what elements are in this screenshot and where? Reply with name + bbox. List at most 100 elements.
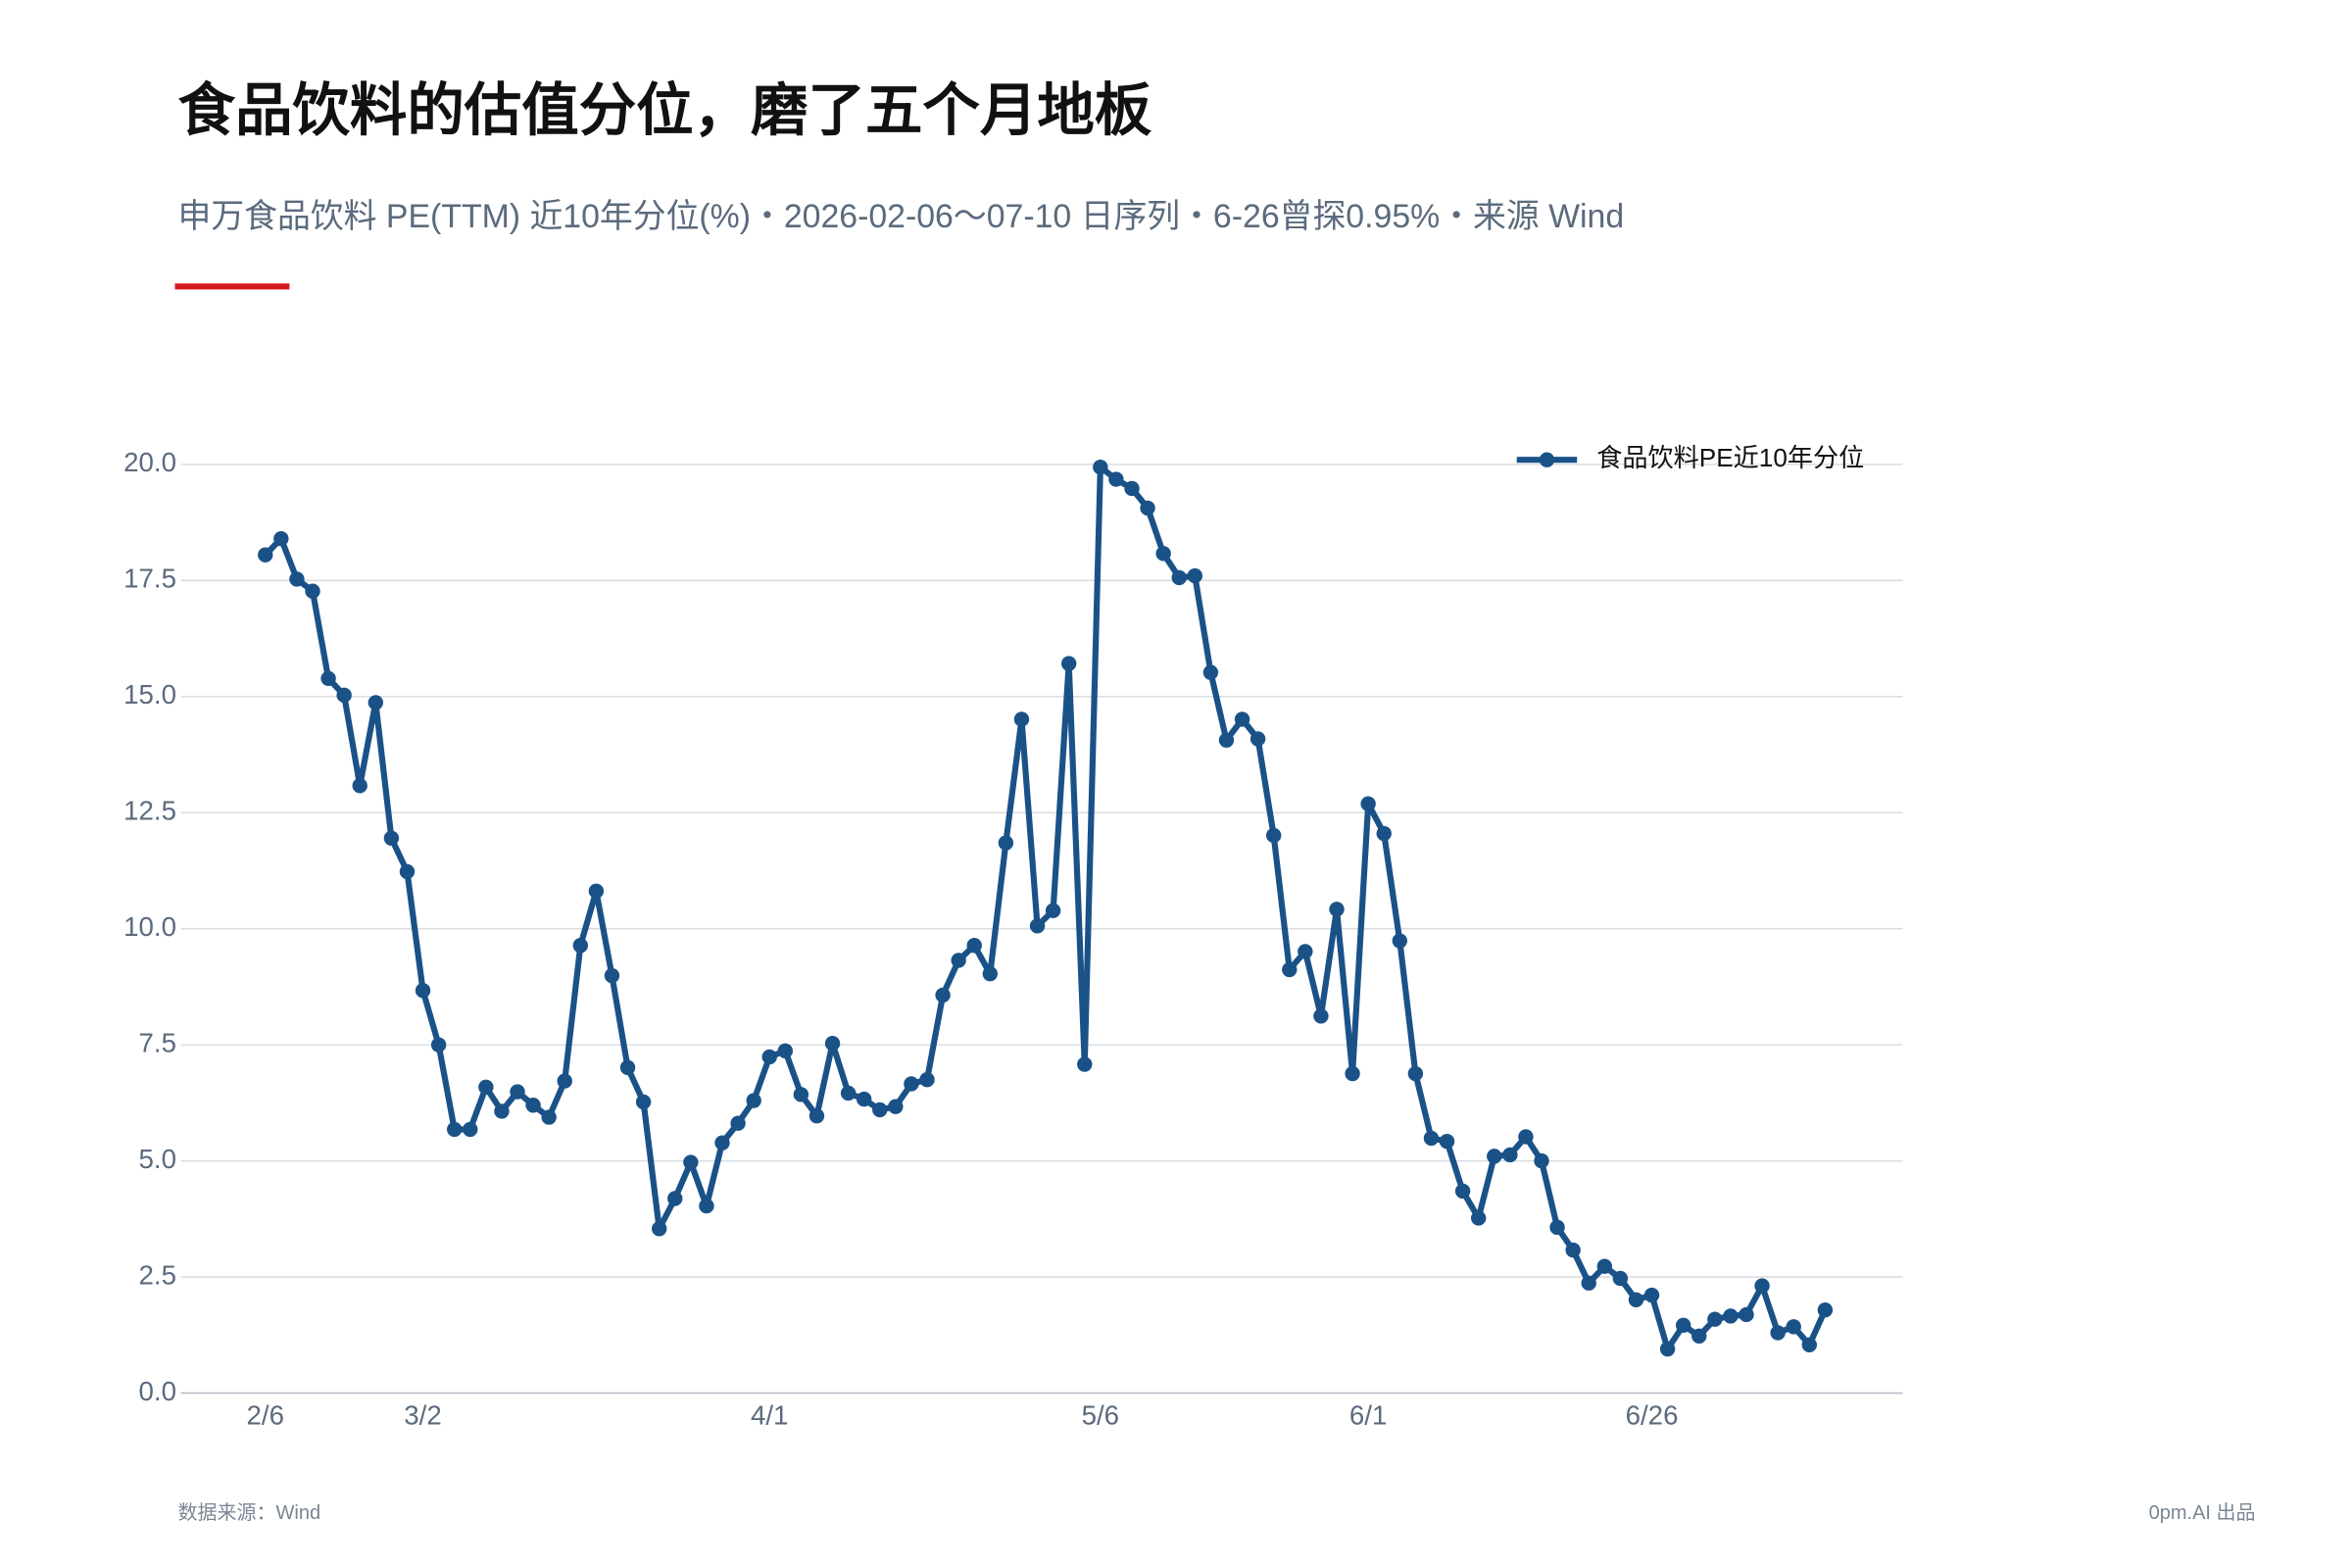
x-tick-label: 5/6	[1082, 1399, 1120, 1430]
data-point	[447, 1121, 463, 1138]
data-point	[699, 1198, 714, 1214]
data-point	[808, 1107, 825, 1124]
y-tick-label: 12.5	[123, 796, 176, 826]
x-tick-label: 4/1	[751, 1399, 789, 1430]
credit: 0pm.AI 出品	[2149, 1501, 2256, 1524]
data-point	[1282, 961, 1298, 978]
data-point	[1077, 1056, 1093, 1072]
data-point	[1596, 1258, 1612, 1274]
data-point	[588, 883, 605, 900]
data-point	[1786, 1319, 1801, 1335]
data-point	[525, 1098, 541, 1113]
data-point	[273, 530, 289, 547]
data-point	[730, 1115, 746, 1131]
data-point	[1045, 903, 1061, 918]
data-point	[383, 830, 400, 846]
data-point	[951, 953, 966, 968]
data-point	[635, 1094, 652, 1110]
data-point	[1407, 1065, 1424, 1082]
data-point	[746, 1093, 761, 1108]
data-point	[1628, 1292, 1644, 1307]
data-point	[1345, 1065, 1360, 1082]
data-line	[263, 464, 1829, 1352]
data-point	[824, 1036, 841, 1052]
data-point	[935, 987, 951, 1004]
x-tick-label: 2/6	[247, 1399, 284, 1430]
data-point	[1612, 1270, 1629, 1287]
chart-subtitle: 申万食品饮料 PE(TTM) 近10年分位(%)・2026-02-06～07-1…	[178, 198, 1625, 235]
data-point	[1155, 546, 1171, 562]
data-point	[840, 1085, 857, 1102]
data-point	[683, 1154, 699, 1170]
data-point	[1392, 933, 1407, 949]
data-point	[1061, 656, 1077, 671]
data-point	[289, 571, 305, 587]
data-point	[904, 1076, 919, 1092]
chart-title: 食品饮料的估值分位，磨了五个月地板	[178, 78, 1152, 142]
data-point	[572, 938, 588, 954]
data-point	[872, 1102, 888, 1118]
data-point	[888, 1099, 904, 1114]
data-point	[652, 1221, 667, 1237]
data-point	[1502, 1147, 1518, 1163]
data-point	[1187, 567, 1202, 584]
data-point	[1549, 1219, 1565, 1236]
data-point	[1801, 1337, 1817, 1352]
accent-bar	[174, 283, 290, 290]
y-tick-label: 20.0	[123, 447, 176, 477]
y-tick-label: 2.5	[139, 1259, 177, 1290]
data-point	[1313, 1008, 1329, 1024]
data-point	[1439, 1134, 1455, 1150]
data-point	[1108, 471, 1124, 487]
data-point	[352, 778, 368, 794]
data-point	[1581, 1275, 1596, 1291]
y-tick-label: 7.5	[139, 1027, 177, 1057]
legend-marker	[1539, 452, 1555, 467]
data-point	[1723, 1308, 1739, 1324]
data-point	[1140, 500, 1155, 516]
data-point	[919, 1072, 935, 1088]
y-tick-label: 0.0	[139, 1376, 177, 1406]
data-point	[1754, 1278, 1770, 1294]
data-point	[1266, 827, 1282, 844]
data-point	[1218, 732, 1235, 749]
data-point	[399, 863, 416, 880]
data-point	[258, 547, 273, 563]
data-point	[1471, 1210, 1487, 1226]
y-tick-label: 10.0	[123, 911, 176, 942]
source-note: 数据来源：Wind	[178, 1501, 321, 1524]
data-point	[1676, 1317, 1691, 1334]
data-point	[1659, 1341, 1676, 1357]
data-point	[1171, 569, 1187, 586]
data-point	[494, 1103, 510, 1119]
data-point	[510, 1084, 525, 1100]
data-point	[1454, 1183, 1471, 1200]
data-point	[667, 1191, 683, 1206]
data-point	[1376, 825, 1392, 842]
data-point	[1202, 664, 1219, 680]
y-tick-label: 17.5	[123, 564, 176, 594]
data-point	[1518, 1129, 1534, 1145]
data-point	[1739, 1306, 1754, 1323]
data-point	[1093, 459, 1108, 475]
data-point	[557, 1073, 572, 1089]
data-point	[1234, 711, 1250, 727]
data-point	[1691, 1328, 1707, 1344]
x-tick-label: 6/26	[1626, 1399, 1679, 1430]
data-point	[966, 938, 982, 954]
data-point	[998, 835, 1014, 851]
data-point	[336, 687, 352, 704]
data-point	[1565, 1242, 1581, 1258]
y-tick-label: 5.0	[139, 1144, 177, 1174]
data-point	[1029, 918, 1046, 934]
data-point	[1250, 731, 1266, 747]
data-point	[982, 965, 998, 982]
data-point	[1329, 902, 1345, 917]
data-point	[1487, 1149, 1502, 1164]
data-point	[1534, 1152, 1549, 1169]
data-point	[1360, 796, 1376, 811]
data-point	[305, 583, 320, 599]
data-point	[1423, 1130, 1440, 1147]
data-point	[1707, 1311, 1723, 1327]
